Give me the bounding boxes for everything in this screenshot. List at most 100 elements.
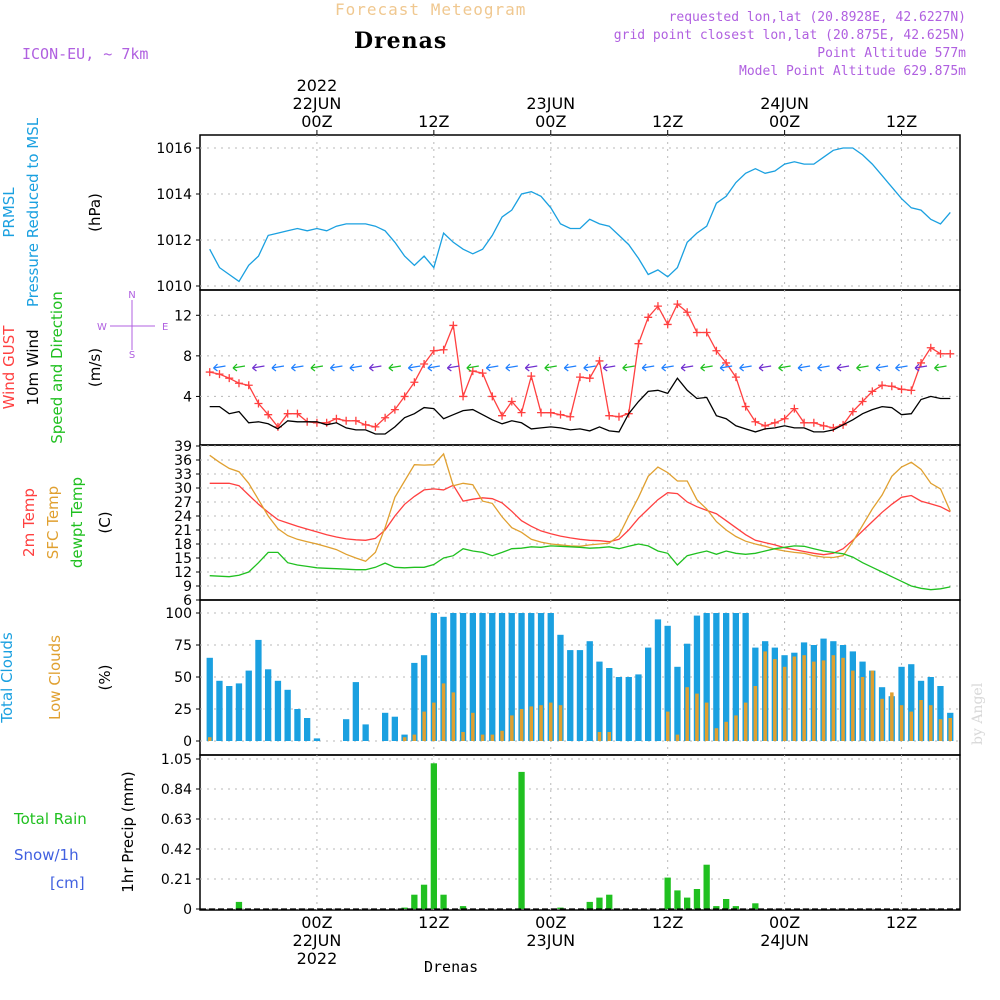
wind-direction-arrow (622, 363, 635, 372)
series-line (209, 377, 951, 435)
y-tick-label: 1012 (156, 233, 192, 249)
panel-frame-pressure (199, 134, 961, 291)
bar-mark (606, 894, 613, 909)
bar-mark (734, 715, 738, 741)
bar-mark (549, 702, 553, 741)
panel-side-label: PRMSL (0, 187, 18, 238)
wind-direction-arrow (719, 363, 733, 372)
wind-direction-arrow (271, 363, 285, 372)
panel-side-label: Total Rain (13, 810, 87, 828)
bar-mark (693, 889, 701, 909)
y-tick-label: 12 (174, 565, 192, 581)
gust-marker (809, 418, 818, 427)
bar-mark (490, 734, 495, 741)
wind-direction-arrow (388, 363, 401, 372)
gust-marker (868, 387, 877, 396)
panel-side-label: Speed and Direction (48, 291, 66, 444)
panel-unit-label: (hPa) (86, 193, 104, 232)
top-time-label: 23JUN (526, 94, 575, 113)
wind-direction-arrow (505, 363, 518, 372)
wind-direction-arrow (875, 363, 889, 372)
wind-direction-arrow (680, 363, 694, 372)
wind-direction-arrow (797, 363, 811, 372)
bar-mark (742, 613, 749, 741)
wind-direction-arrow (934, 363, 947, 372)
bar-mark (450, 613, 457, 741)
wind-direction-arrow (310, 363, 324, 372)
bar-mark (732, 613, 739, 741)
gust-marker (858, 397, 867, 406)
bar-mark (567, 650, 574, 741)
footer-location: Drenas (424, 958, 479, 976)
bar-mark (412, 734, 417, 741)
wind-direction-arrow (427, 363, 440, 372)
gust-marker (517, 408, 526, 417)
wind-direction-arrow (563, 363, 577, 372)
gust-marker (381, 413, 390, 422)
bar-mark (743, 702, 748, 741)
point-altitude: Point Altitude 577m (817, 46, 966, 61)
y-tick-label: 33 (174, 467, 192, 483)
bar-mark (265, 669, 272, 741)
gust-marker (897, 385, 906, 394)
model-label: ICON-EU, ~ 7km (22, 45, 149, 63)
bar-mark (753, 686, 758, 741)
bar-mark (948, 718, 952, 741)
y-tick-label: 12 (174, 308, 192, 324)
bar-mark (294, 709, 301, 741)
bar-mark (899, 705, 904, 741)
top-time-label: 2022 (297, 76, 338, 95)
bar-mark (461, 732, 465, 741)
bar-mark (471, 712, 475, 741)
gust-marker (673, 300, 682, 309)
y-tick-label: 8 (183, 349, 192, 365)
y-tick-label: 0 (183, 734, 192, 750)
bar-mark (919, 700, 923, 741)
wind-direction-arrow (291, 363, 304, 372)
bar-mark (812, 661, 816, 741)
wind-direction-arrow (895, 363, 908, 372)
bar-mark (557, 634, 564, 741)
bar-mark (343, 719, 350, 741)
top-time-label: 22JUN (293, 94, 342, 113)
bar-mark (802, 655, 806, 741)
panel-side-label: Low Clouds (46, 635, 64, 720)
series-line (209, 543, 951, 591)
gust-marker (342, 416, 351, 425)
wind-direction-arrow (914, 363, 928, 372)
y-tick-label: 0.42 (161, 842, 192, 858)
wind-direction-arrow (544, 363, 557, 372)
bar-mark (510, 715, 514, 741)
gust-marker (459, 392, 468, 401)
bar-mark (890, 692, 894, 741)
series-line (209, 147, 951, 283)
gust-marker (917, 358, 926, 367)
panel-side-label: SFC Temp (44, 486, 62, 559)
compass-icon (110, 300, 155, 350)
gust-marker (946, 349, 955, 358)
wind-direction-arrow (641, 363, 655, 372)
bar-mark (909, 711, 913, 741)
gust-marker (371, 422, 380, 431)
bar-mark (674, 890, 681, 909)
bar-mark (898, 666, 905, 741)
bar-mark (685, 687, 689, 741)
bar-mark (558, 705, 563, 741)
bar-mark (539, 705, 543, 741)
gust-marker (351, 416, 360, 425)
gust-marker (410, 378, 419, 387)
gust-marker (264, 410, 273, 419)
wind-direction-arrow (252, 363, 265, 372)
panel-side-label: Total Clouds (0, 632, 16, 724)
panel-side-label: Wind GUST (0, 325, 18, 410)
gust-marker (215, 370, 224, 379)
wind-direction-arrow (446, 363, 460, 372)
gust-marker (322, 418, 331, 427)
wind-direction-arrow (758, 363, 772, 372)
gust-marker (712, 346, 721, 355)
gust-marker (770, 418, 779, 427)
bar-mark (382, 712, 389, 741)
bar-mark (518, 771, 525, 909)
gust-marker (293, 409, 302, 418)
bar-mark (773, 659, 777, 741)
